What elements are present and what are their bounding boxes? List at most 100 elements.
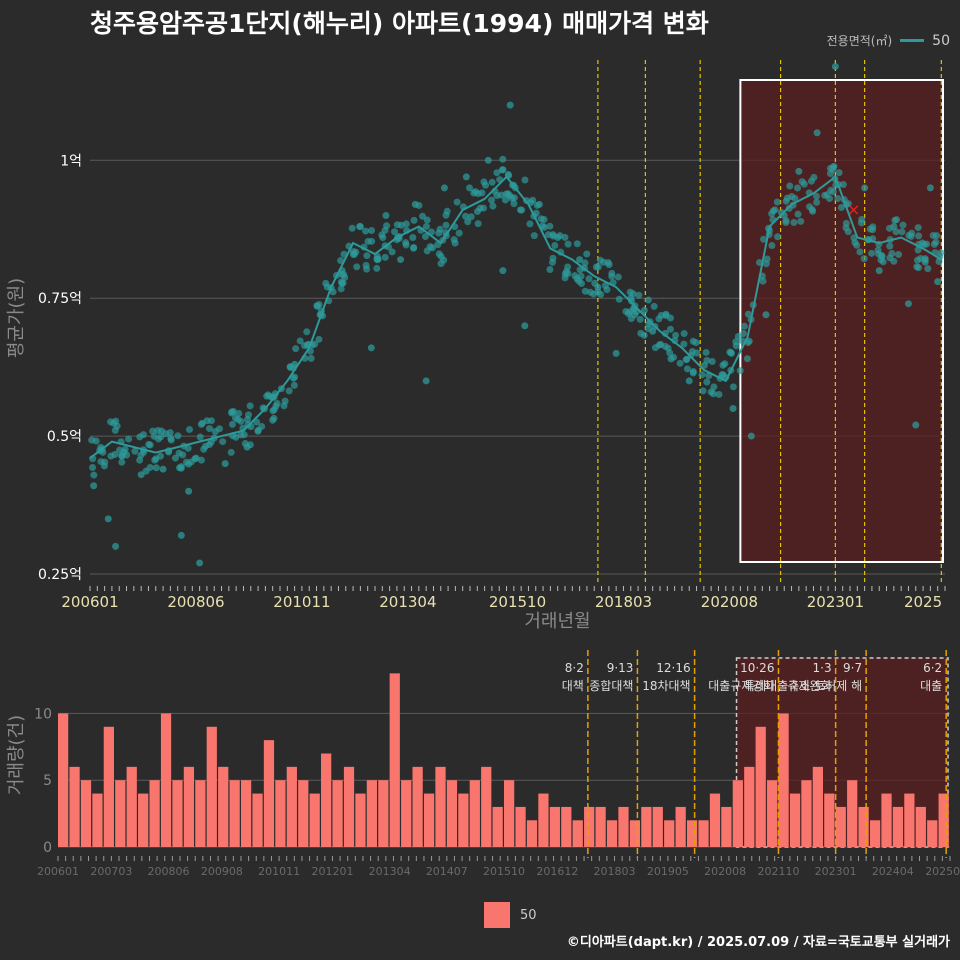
volume-bar	[229, 780, 240, 847]
deal-point	[467, 213, 475, 221]
deal-point	[499, 155, 507, 163]
deal-point	[585, 275, 593, 283]
deal-point	[734, 332, 742, 340]
deal-point	[636, 315, 644, 323]
deal-point	[219, 438, 227, 446]
deal-point	[207, 417, 215, 425]
credit-text: ©디아파트(dapt.kr) / 2025.07.09 / 자료=국토교통부 실…	[566, 935, 950, 950]
deal-point	[644, 296, 652, 304]
deal-point	[322, 279, 330, 287]
deal-point	[798, 178, 806, 186]
deal-point	[362, 227, 370, 235]
deal-point	[699, 387, 707, 395]
deal-point	[415, 201, 423, 209]
deal-point	[549, 254, 557, 262]
volume-bar	[126, 766, 137, 847]
volume-bar	[492, 806, 503, 847]
volume-bar	[58, 713, 69, 847]
volume-bar	[469, 780, 480, 847]
x-axis-label: 거래년월	[524, 611, 590, 632]
deal-point	[516, 206, 524, 214]
deal-point	[90, 482, 98, 490]
deal-point	[703, 378, 711, 386]
deal-point	[651, 344, 659, 352]
highlight-box	[739, 79, 945, 563]
deal-point	[409, 233, 417, 241]
deal-point	[683, 365, 691, 373]
deal-point	[337, 285, 345, 293]
policy-name-label: 18차대책	[642, 678, 690, 693]
volume-bar	[869, 820, 881, 847]
deal-point	[608, 272, 616, 280]
policy-name-label: 특례대출축소 토허제 해	[744, 679, 862, 693]
deal-point	[546, 222, 554, 230]
deal-point	[521, 176, 529, 184]
policy-name-label: 대출규제강화	[708, 679, 774, 693]
vol-x-tick-label: 200908	[201, 865, 243, 878]
vol-x-tick-label: 200806	[148, 865, 190, 878]
volume-bar	[549, 806, 560, 847]
volume-bar	[423, 793, 435, 847]
volume-bar	[481, 766, 492, 847]
deal-point	[290, 381, 298, 389]
deal-point	[142, 467, 150, 475]
legend-bottom: 50	[484, 902, 537, 928]
deal-point	[116, 446, 124, 454]
deal-point	[422, 222, 430, 230]
deal-point	[640, 306, 648, 314]
vol-x-tick-label: 201304	[369, 865, 411, 878]
deal-point	[273, 399, 281, 407]
policy-date-label: 8·2	[565, 661, 584, 675]
deal-point	[795, 167, 803, 175]
deal-point	[442, 221, 450, 229]
y-tick-label: 0.5억	[47, 429, 82, 445]
deal-point	[676, 359, 684, 367]
deal-point	[197, 456, 205, 464]
deal-point	[152, 464, 160, 472]
policy-date-label: 1·3	[813, 661, 832, 675]
y-tick-label: 0.25억	[38, 567, 82, 583]
deal-point	[493, 169, 501, 177]
deal-point	[221, 460, 229, 468]
deal-point	[174, 432, 182, 440]
volume-bar	[378, 780, 389, 847]
deal-point	[860, 255, 868, 263]
deal-point	[450, 236, 458, 244]
vol-x-tick-label: 202110	[757, 865, 799, 878]
deal-point	[926, 184, 934, 192]
deal-point	[410, 216, 418, 224]
deal-point	[549, 232, 557, 240]
volume-bar	[755, 726, 766, 847]
volume-bar	[309, 793, 320, 847]
deal-point	[121, 445, 129, 453]
deal-point	[228, 420, 236, 428]
deal-point	[629, 290, 637, 298]
deal-point	[540, 223, 548, 231]
deal-point	[530, 232, 538, 240]
deal-point	[537, 215, 545, 223]
y-tick-label: 1억	[60, 153, 82, 169]
policy-name-label: 대책	[562, 678, 584, 693]
deal-point	[104, 515, 112, 523]
deal-point	[137, 451, 145, 459]
deal-point	[672, 331, 680, 339]
deal-point	[89, 464, 97, 472]
deal-point	[868, 249, 876, 257]
deal-point	[657, 311, 665, 319]
deal-point	[136, 433, 144, 441]
deal-point	[622, 307, 630, 315]
vol-y-tick-label: 10	[34, 706, 52, 722]
volume-bar	[172, 780, 183, 847]
deal-point	[227, 448, 235, 456]
deal-point	[680, 340, 688, 348]
deal-point	[478, 189, 486, 197]
vol-y-axis-label: 거래량(건)	[6, 715, 27, 795]
deal-point	[790, 219, 798, 227]
deal-point	[453, 198, 461, 206]
deal-point	[551, 241, 559, 249]
deal-point	[462, 212, 470, 220]
deal-point	[435, 229, 443, 237]
deal-point	[739, 330, 747, 338]
deal-point	[774, 233, 782, 241]
deal-point	[702, 348, 710, 356]
